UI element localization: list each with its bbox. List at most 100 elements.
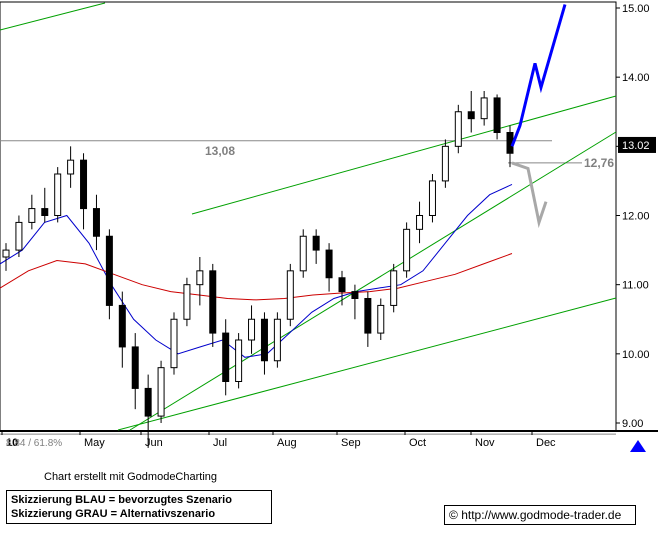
ma-fast-line [0,183,513,358]
candle-23 [299,229,307,278]
candle-body [403,228,411,272]
x-tick-label-2: Jun [145,437,163,449]
trendline-2 [129,131,617,431]
candle-5 [67,146,75,188]
candle-body [15,221,23,251]
candle-body [222,332,230,383]
candle-body [377,304,385,334]
scroll-up-arrow-icon [630,440,646,452]
ma-slow-line [0,253,513,301]
candle-body [248,318,256,341]
candle-body [92,208,100,237]
candle-body [28,208,36,223]
source-url-link[interactable]: http://www.godmode-trader.de [461,508,622,522]
candle-6 [80,153,88,230]
candle-19 [248,305,256,354]
candle-2 [28,194,36,230]
candle-29 [377,298,385,340]
candle-3 [41,187,49,223]
candle-7 [92,194,100,251]
candle-36 [467,91,475,133]
grey-scenario-projection [511,161,548,229]
current-price-label: 13.02 [622,140,650,152]
candle-body [144,387,152,417]
candle-14 [183,277,191,327]
y-tick-label-4: 11.00 [622,280,649,292]
candle-body [183,284,191,320]
candle-body [2,249,10,258]
candle-body [196,270,204,286]
candle-body [260,318,268,362]
candle-body [454,111,462,147]
candle-body [480,97,488,120]
y-tick-label-6: 9.00 [622,418,643,430]
legend-blue-scenario: Skizzierung BLAU = bevorzugtes Szenario [11,494,232,506]
y-tick-label-0: 15.00 [622,3,650,15]
trendline-3 [117,297,617,431]
blue-scenario-projection [510,4,567,147]
scenario-legend: Skizzierung BLAU = bevorzugtes Szenario … [6,490,272,524]
candle-25 [325,243,333,292]
x-tick-label-6: Oct [409,437,426,449]
candle-37 [480,91,488,126]
candle-body [441,145,449,182]
candle-38 [493,94,501,140]
plot-frame [0,1,617,432]
candle-18 [235,333,243,389]
candle-1 [15,215,23,257]
candle-15 [196,257,204,306]
y-tick-label-5: 10.00 [622,349,650,361]
candle-body [299,235,307,272]
candle-body [364,298,372,334]
x-tick-label-1: May [84,437,105,449]
x-tick-label-0: 10 [6,437,18,449]
candle-21 [273,312,281,368]
candle-27 [351,284,359,320]
candle-30 [390,263,398,313]
y-tick-label-3: 12.00 [622,211,650,223]
candle-body [351,291,359,300]
candle-body [286,270,294,320]
candle-body [416,215,424,230]
candle-20 [260,312,268,375]
x-tick-label-5: Sep [341,437,361,449]
candle-16 [209,263,217,347]
candle-body [312,235,320,251]
candle-body [131,346,139,389]
candle-12 [157,360,165,423]
candle-33 [428,174,436,223]
candle-body [467,111,475,120]
candle-body [338,277,346,293]
copyright-symbol: © [449,508,458,522]
trendline-0 [0,2,106,31]
trendline-1 [191,95,617,215]
candle-body [41,208,49,216]
candle-8 [105,229,113,320]
candle-35 [454,104,462,154]
candle-17 [222,319,230,396]
source-link-box[interactable]: © http://www.godmode-trader.de [444,505,636,525]
x-tick-label-4: Aug [277,437,297,449]
candle-body [67,159,75,175]
candle-10 [131,333,139,410]
candle-9 [118,291,126,368]
candle-body [54,173,62,216]
candle-4 [54,167,62,223]
x-tick-label-3: Jul [213,437,227,449]
candle-11 [144,374,152,448]
candle-34 [441,139,449,188]
current-price-badge [618,136,656,153]
y-tick-label-1: 14.00 [622,72,650,84]
candle-body [428,180,436,217]
candle-body [273,318,281,362]
candle-body [118,304,126,348]
x-tick-label-7: Nov [475,437,495,449]
candle-body [105,235,113,306]
candle-26 [338,270,346,306]
candle-22 [286,263,294,327]
resistance-label-13-08: 13,08 [205,144,235,158]
candle-body [80,159,88,210]
candle-body [170,318,178,369]
fib-label-61-8: 8.84 / 61.8% [6,438,62,449]
